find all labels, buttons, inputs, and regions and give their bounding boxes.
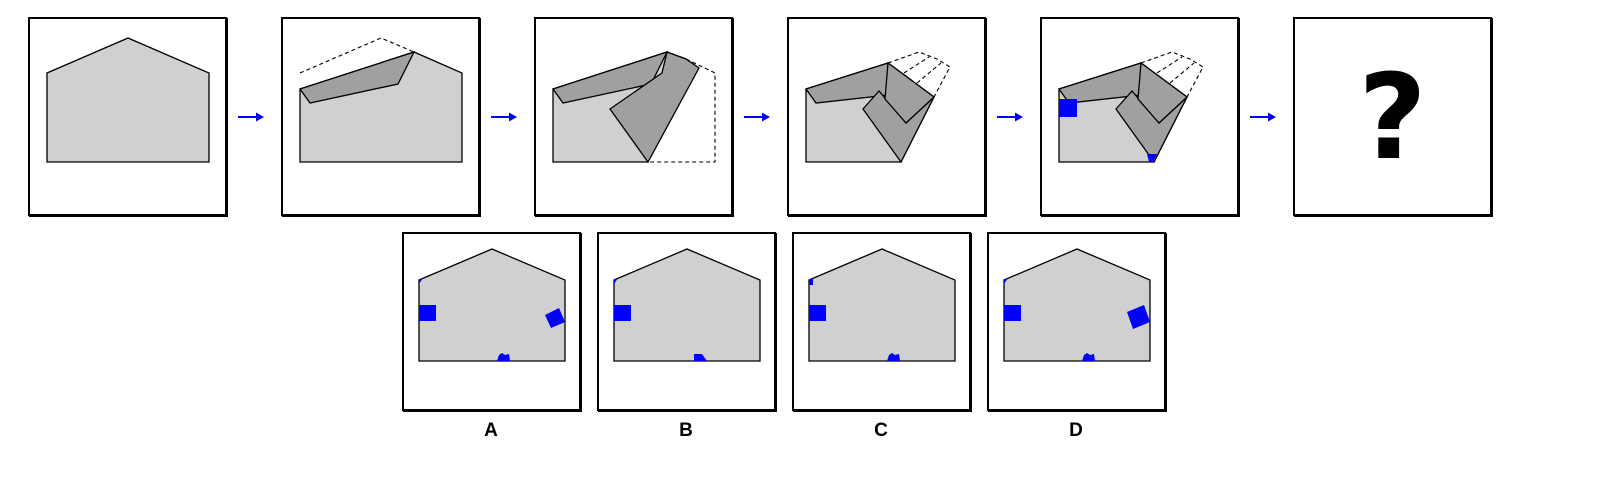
option-c-panel[interactable]: [792, 232, 971, 411]
square-hole-icon: [1059, 99, 1077, 117]
arrow-right-icon: [997, 112, 1023, 122]
question-mark: ?: [1358, 47, 1427, 186]
paper-sheet: [1003, 248, 1151, 362]
square-hole-icon: [419, 278, 423, 284]
step-1-diagram: [46, 37, 210, 163]
square-hole-icon: [1004, 278, 1008, 284]
square-hole-icon: [614, 305, 631, 321]
fold-outline-dashed: [916, 62, 942, 84]
square-hole-icon: [545, 308, 565, 328]
step-6-panel: ?: [1293, 17, 1492, 216]
step-4-panel: [787, 17, 986, 216]
arrow-right-icon: [491, 112, 517, 122]
square-hole-icon: [1147, 154, 1157, 162]
option-c-label: C: [874, 420, 888, 441]
step-5-diagram: [1057, 51, 1204, 164]
option-a-label: A: [484, 420, 498, 441]
square-hole-icon: [1004, 305, 1021, 321]
option-a-panel[interactable]: [402, 232, 581, 411]
fold-outline-dashed: [1169, 62, 1195, 84]
square-hole-icon: [497, 353, 510, 361]
square-hole-icon: [1127, 305, 1150, 329]
option-a-diagram: [418, 248, 566, 362]
square-hole-icon: [809, 305, 826, 321]
option-c-diagram: [808, 248, 956, 362]
folded-flap-right: [609, 51, 700, 164]
fold-outline-dashed: [887, 51, 951, 98]
square-hole-icon: [614, 278, 618, 284]
step-3-diagram: [551, 50, 716, 164]
paper-sheet: [613, 248, 761, 362]
paper-sheet: [808, 248, 956, 362]
step-4-diagram: [804, 51, 951, 164]
arrow-right-icon: [744, 112, 770, 122]
step-5-panel: [1040, 17, 1239, 216]
option-d-panel[interactable]: [987, 232, 1166, 411]
arrow-right-icon: [1250, 112, 1276, 122]
fold-outline-dashed: [1140, 51, 1204, 98]
option-b-diagram: [613, 248, 761, 362]
fold-outline-dashed: [903, 56, 930, 74]
option-b-panel[interactable]: [597, 232, 776, 411]
step-2-diagram: [298, 37, 463, 163]
arrow-right-icon: [238, 112, 264, 122]
option-d-diagram: [1003, 248, 1151, 362]
step-2-panel: [281, 17, 480, 216]
square-hole-icon: [1082, 353, 1095, 361]
folded-tip: [884, 61, 936, 124]
square-hole-icon: [809, 279, 813, 285]
paper-sheet: [418, 248, 566, 362]
fold-outline-dashed: [648, 58, 716, 163]
folded-tip: [1137, 61, 1189, 124]
fold-outline-dashed: [1156, 56, 1183, 74]
square-hole-icon: [694, 354, 707, 361]
paper-sheet: [46, 37, 210, 163]
step-1-panel: [28, 17, 227, 216]
square-hole-icon: [419, 305, 436, 321]
option-d-label: D: [1069, 420, 1083, 441]
step-3-panel: [534, 17, 733, 216]
folded-flap: [298, 50, 416, 104]
fold-outline-dashed: [299, 37, 415, 74]
square-hole-icon: [887, 353, 900, 361]
option-b-label: B: [679, 420, 693, 441]
